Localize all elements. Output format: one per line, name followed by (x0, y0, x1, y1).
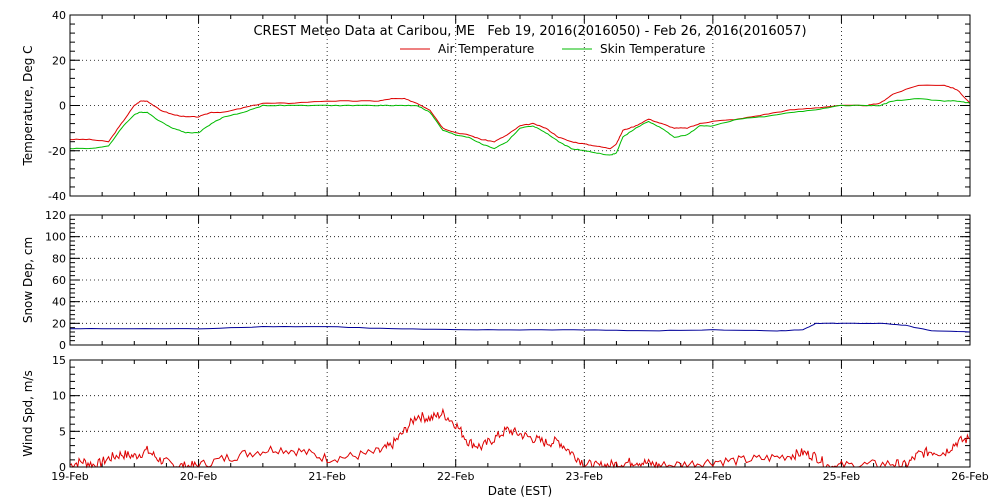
panel-2: 0 5 10 15 Wind Spd, m/s (21, 354, 971, 474)
y-tick-label: 20 (52, 54, 66, 67)
x-tick-label: 19-Feb (51, 470, 88, 483)
y-tick-label: 0 (59, 461, 66, 474)
legend-label-0: Air Temperature (438, 42, 534, 56)
x-tick-label: 23-Feb (566, 470, 603, 483)
x-tick-label: 20-Feb (180, 470, 217, 483)
y-tick-label: 60 (52, 274, 66, 287)
y-tick-label: 40 (52, 9, 66, 22)
x-tick-label: 24-Feb (694, 470, 731, 483)
y-tick-label: 80 (52, 252, 66, 265)
x-tick-label: 22-Feb (437, 470, 474, 483)
panel-0: -40 -20 0 20 40 Temperature, Deg C Air Tempera… (21, 9, 971, 203)
y-axis-label: Wind Spd, m/s (21, 370, 35, 456)
legend: Air Temperature Skin Temperature (400, 42, 705, 56)
y-tick-label: 120 (45, 209, 66, 222)
x-tick-label: 21-Feb (308, 470, 345, 483)
x-tick-label: 26-Feb (951, 470, 988, 483)
plot-frame (69, 14, 971, 197)
y-tick-label: -20 (48, 145, 66, 158)
y-tick-label: 100 (45, 231, 66, 244)
plot-frame (69, 214, 971, 346)
y-tick-label: 0 (59, 339, 66, 352)
y-tick-label: 0 (59, 100, 66, 113)
y-tick-label: -40 (48, 190, 66, 203)
series-line-0-1 (69, 98, 971, 156)
y-axis-label: Temperature, Deg C (21, 45, 35, 166)
legend-label-1: Skin Temperature (600, 42, 705, 56)
y-tick-label: 10 (52, 390, 66, 403)
chart-title: CREST Meteo Data at Caribou, ME Feb 19, … (253, 24, 806, 39)
y-tick-label: 40 (52, 296, 66, 309)
y-tick-label: 15 (52, 354, 66, 367)
x-tick-label: 25-Feb (823, 470, 860, 483)
y-axis-label: Snow Dep, cm (21, 237, 35, 323)
y-tick-label: 20 (52, 317, 66, 330)
plot-frame (69, 359, 971, 468)
series-line-2-0 (69, 407, 970, 469)
x-axis-label: Date (EST) (488, 484, 552, 498)
series-line-1-0 (69, 322, 971, 333)
series-line-0-0 (70, 84, 971, 150)
y-tick-label: 5 (59, 425, 66, 438)
panel-1: 0 20 40 60 80 100 120 Snow Dep, cm (21, 209, 971, 352)
